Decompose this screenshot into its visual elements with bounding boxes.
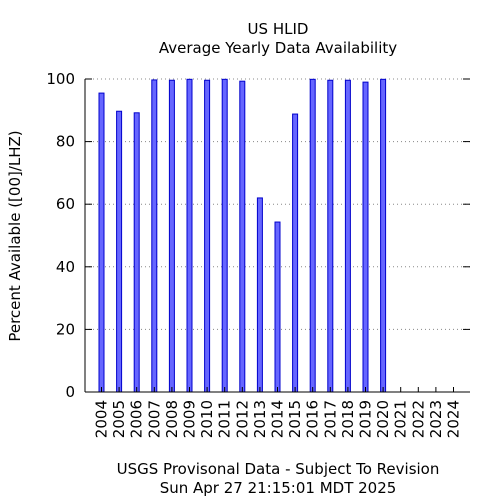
- bar-2013: [256, 197, 263, 393]
- axes: [84, 78, 470, 393]
- bar-2012: [239, 80, 246, 393]
- x-tick-label: 2024: [445, 400, 463, 438]
- bar-2015: [292, 113, 299, 393]
- y-tick-label: 40: [56, 258, 75, 276]
- bar-2006: [133, 112, 140, 393]
- x-tick-label: 2005: [110, 400, 128, 438]
- bar-2014: [274, 221, 281, 393]
- x-tick-label: 2004: [93, 400, 111, 438]
- y-tick-labels: 0 20 40 60 80 100: [46, 70, 75, 401]
- x-tick-label: 2018: [339, 400, 357, 438]
- bar-2010: [204, 79, 211, 393]
- bar-2009: [186, 78, 193, 393]
- x-tick-label: 2021: [392, 400, 410, 438]
- bar-2016: [309, 78, 316, 393]
- x-tick-label: 2009: [181, 400, 199, 438]
- y-tick-label: 100: [46, 70, 75, 88]
- y-tick-label: 80: [56, 133, 75, 151]
- x-tick-label: 2016: [304, 400, 322, 438]
- y-tick-label: 60: [56, 195, 75, 213]
- bar-2019: [362, 81, 369, 393]
- chart-title: US HLID: [248, 20, 309, 38]
- x-tick-label: 2015: [286, 400, 304, 438]
- x-tick-label: 2014: [269, 400, 287, 438]
- y-tick-label: 0: [65, 383, 75, 401]
- bar-2004: [98, 92, 105, 393]
- y-tick-label: 20: [56, 320, 75, 338]
- x-tick-label: 2017: [321, 400, 339, 438]
- bars: [98, 78, 387, 393]
- bar-2017: [327, 79, 334, 393]
- x-tick-label: 2020: [374, 400, 392, 438]
- x-tick-label: 2006: [128, 400, 146, 438]
- bar-2008: [168, 79, 175, 393]
- footer-timestamp: Sun Apr 27 21:15:01 MDT 2025: [160, 479, 397, 497]
- x-tick-label: 2008: [163, 400, 181, 438]
- x-tick-label: 2007: [145, 400, 163, 438]
- x-tick-label: 2019: [357, 400, 375, 438]
- bar-2007: [151, 79, 158, 393]
- x-tick-label: 2023: [427, 400, 445, 438]
- bar-2011: [221, 78, 228, 393]
- footer-disclaimer: USGS Provisonal Data - Subject To Revisi…: [117, 460, 440, 478]
- x-tick-label: 2010: [198, 400, 216, 438]
- x-tick-label: 2013: [251, 400, 269, 438]
- bar-2005: [116, 110, 123, 393]
- x-tick-labels: 2004 2005 2006 2007 2008 2009 2010 2011 2012 2013…: [93, 400, 463, 438]
- bar-2020: [380, 78, 387, 393]
- grid-lines: [85, 78, 470, 330]
- bar-2018: [344, 79, 351, 393]
- x-tick-label: 2012: [233, 400, 251, 438]
- chart-subtitle: Average Yearly Data Availability: [159, 39, 397, 57]
- x-tick-label: 2022: [409, 400, 427, 438]
- y-axis-label: Percent Available ([00]/LHZ): [6, 130, 24, 341]
- x-tick-label: 2011: [216, 400, 234, 438]
